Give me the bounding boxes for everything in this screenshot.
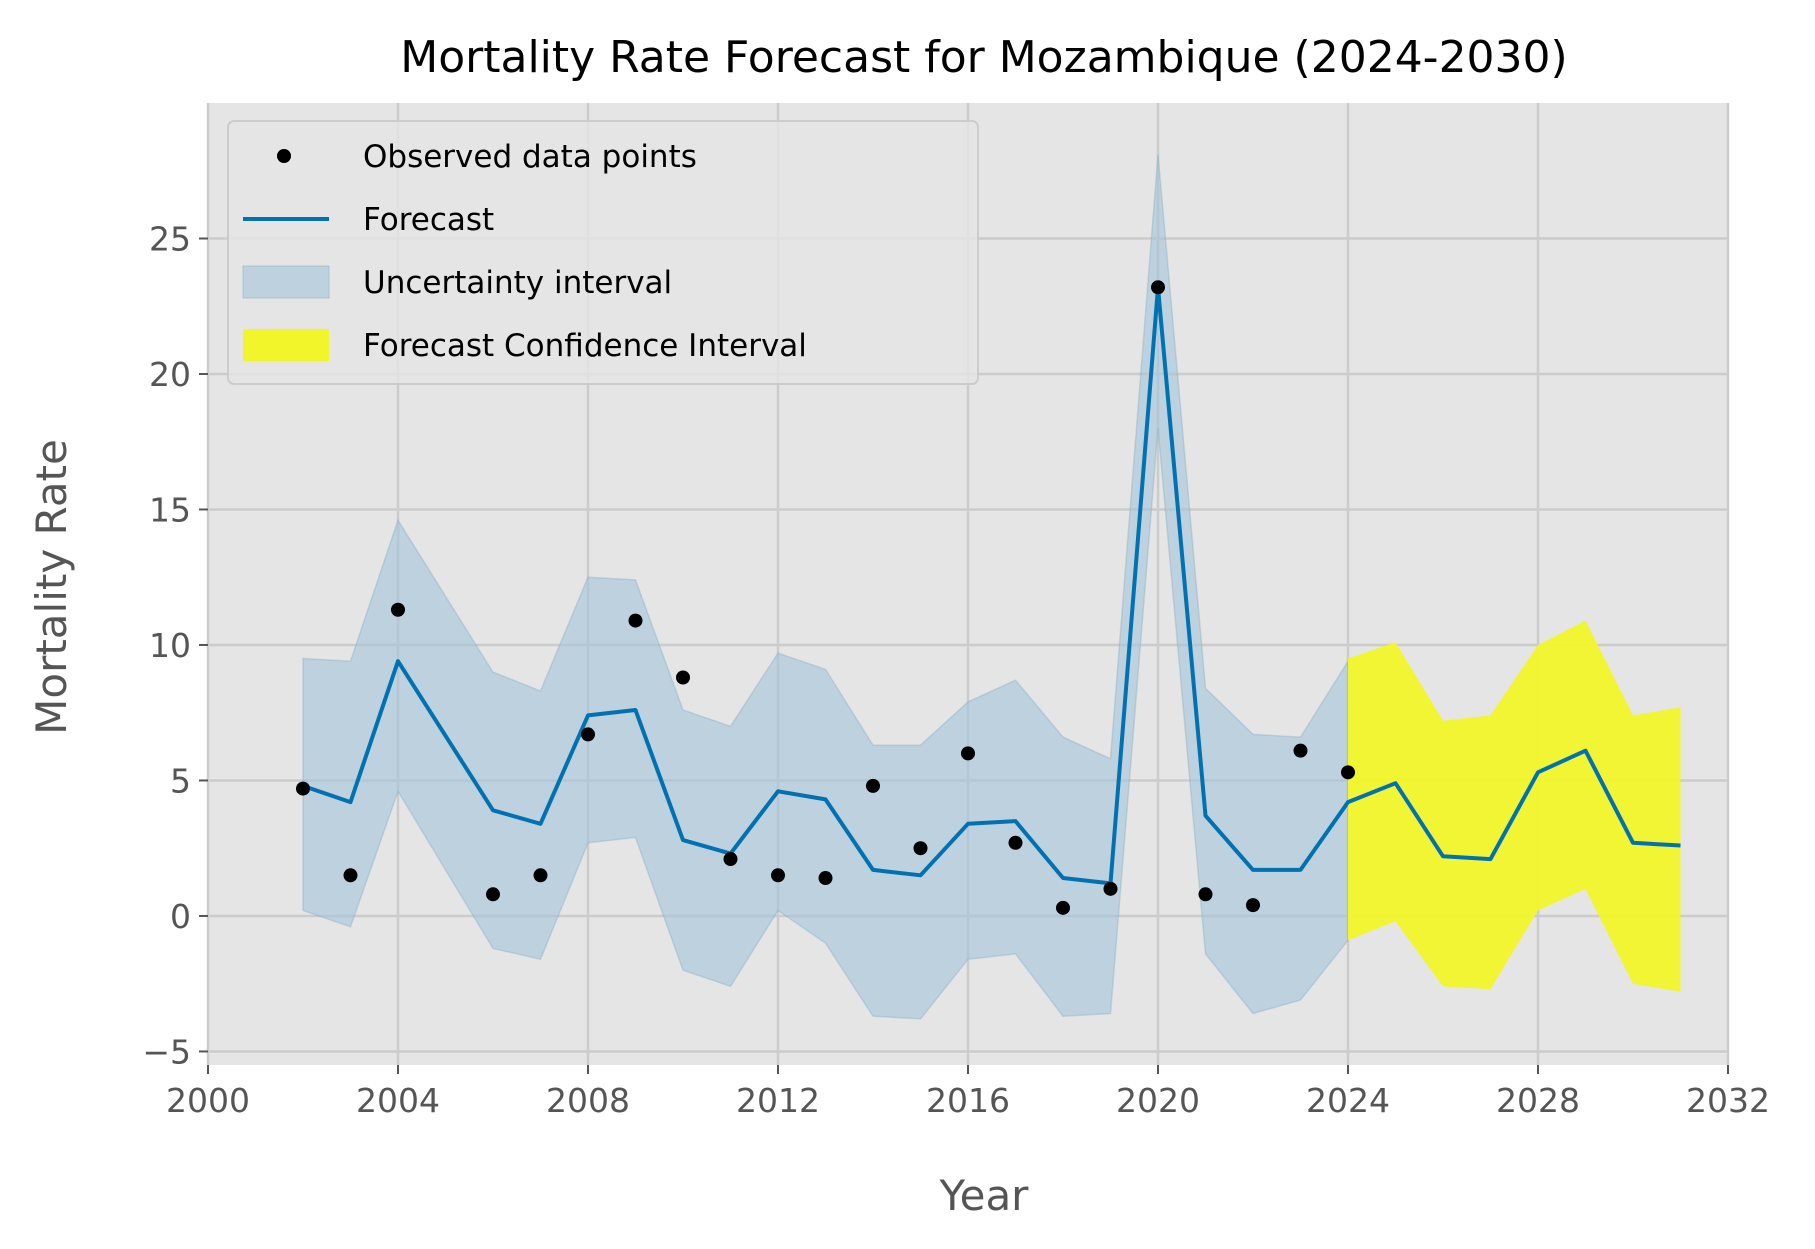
y-tick-label: 20 <box>149 355 191 394</box>
y-tick-label: 5 <box>170 761 191 800</box>
legend-label: Forecast <box>363 202 494 238</box>
x-tick-label: 2028 <box>1496 1081 1580 1120</box>
x-tick-label: 2016 <box>926 1081 1010 1120</box>
y-tick-label: 25 <box>149 219 191 258</box>
observed-point <box>723 852 738 867</box>
observed-point <box>1103 881 1118 896</box>
observed-point <box>628 613 643 628</box>
observed-point <box>343 868 358 883</box>
observed-point <box>1151 280 1165 295</box>
y-tick-label: 0 <box>170 897 191 936</box>
x-axis-label: Year <box>939 1171 1030 1220</box>
y-tick-label: 10 <box>149 626 191 665</box>
observed-point <box>676 670 690 685</box>
legend-label: Observed data points <box>363 139 697 175</box>
legend-marker-uncertainty <box>242 265 330 299</box>
observed-point <box>1341 765 1355 780</box>
chart-title: Mortality Rate Forecast for Mozambique (… <box>400 32 1567 83</box>
observed-point <box>296 781 310 796</box>
legend-label: Forecast Confidence Interval <box>363 328 807 364</box>
forecast-confidence-band <box>1348 620 1681 992</box>
observed-point <box>533 868 548 883</box>
legend-box <box>227 120 979 385</box>
observed-point <box>913 841 928 856</box>
confidence-layer <box>1348 620 1681 992</box>
x-tick-label: 2012 <box>736 1081 820 1120</box>
observed-point <box>771 868 785 883</box>
y-tick-label: 15 <box>149 490 191 529</box>
observed-point <box>1198 887 1213 902</box>
x-tick-label: 2020 <box>1116 1081 1200 1120</box>
legend: Observed data points Forecast Uncertainty … <box>227 120 979 385</box>
observed-layer <box>296 280 1355 915</box>
x-tick-label: 2024 <box>1306 1081 1390 1120</box>
observed-point <box>1056 900 1070 915</box>
legend-marker-observed <box>277 149 291 163</box>
observed-point <box>486 887 500 902</box>
observed-point <box>961 746 975 761</box>
forecast-layer <box>302 285 1681 886</box>
observed-point <box>391 602 405 617</box>
y-axis-label: Mortality Rate <box>27 439 76 735</box>
legend-label: Uncertainty interval <box>363 265 672 301</box>
observed-point <box>1008 835 1023 850</box>
observed-point <box>581 727 595 742</box>
forecast-line <box>302 285 1681 886</box>
observed-point <box>818 871 833 886</box>
x-tick-label: 2004 <box>356 1081 440 1120</box>
legend-marker-confidence <box>243 329 329 361</box>
y-tick-label: −5 <box>142 1032 191 1071</box>
observed-point <box>866 778 880 793</box>
x-tick-label: 2032 <box>1686 1081 1770 1120</box>
x-tick-label: 2008 <box>546 1081 630 1120</box>
axes: 2000 2004 2008 2012 2016 2020 2024 2028 2032 −5 0 5… <box>142 219 1770 1120</box>
observed-point <box>1293 743 1308 758</box>
observed-point <box>1246 898 1260 913</box>
x-tick-label: 2000 <box>166 1081 250 1120</box>
